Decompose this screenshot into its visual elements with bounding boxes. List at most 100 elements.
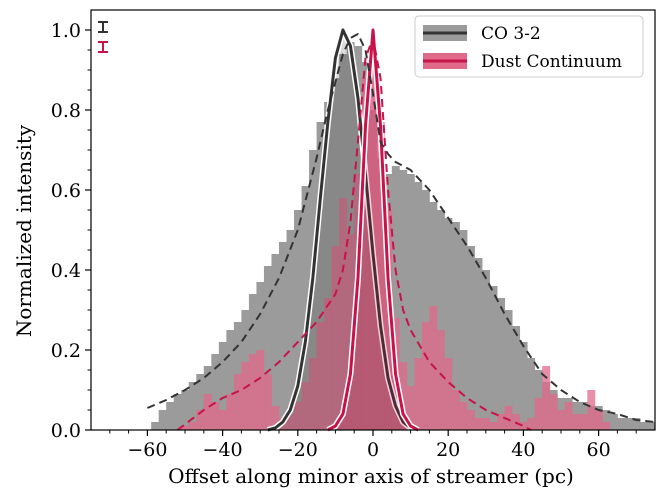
histogram-bar xyxy=(151,422,160,430)
histogram-bar xyxy=(406,174,415,430)
histogram-bar xyxy=(166,402,175,430)
histogram-bar xyxy=(339,198,348,430)
histogram-bar xyxy=(361,78,370,430)
x-tick-label: 20 xyxy=(436,439,460,461)
histogram-bar xyxy=(639,422,648,430)
histogram-bar xyxy=(519,342,528,430)
histogram-bar xyxy=(497,298,505,430)
histogram-bar xyxy=(587,390,596,430)
histogram-bar xyxy=(218,410,227,430)
histogram-bar xyxy=(158,410,167,430)
histogram-bar xyxy=(542,366,551,430)
histogram-bar xyxy=(647,422,656,430)
histogram-bar xyxy=(467,410,475,430)
histogram-bar xyxy=(594,410,603,430)
y-tick-label: 0.4 xyxy=(51,260,81,282)
histogram-bar xyxy=(527,418,536,430)
legend-box xyxy=(414,15,644,78)
histogram-bar xyxy=(436,330,445,430)
histogram-bar xyxy=(218,342,227,430)
histogram-bar xyxy=(512,326,521,430)
histogram-bar xyxy=(489,286,498,430)
histogram-bar xyxy=(579,414,588,430)
histogram-bar xyxy=(331,246,340,430)
x-axis-label: Offset along minor axis of streamer (pc) xyxy=(168,464,574,488)
lines-layer xyxy=(147,27,656,433)
histogram-bar xyxy=(301,186,310,430)
histogram-bar xyxy=(474,258,483,430)
histogram-bar xyxy=(188,422,197,430)
histogram-bar xyxy=(489,422,498,430)
histogram-bar xyxy=(241,362,250,430)
histogram-bar xyxy=(233,374,242,430)
histogram-bar xyxy=(497,414,505,430)
histogram-bar xyxy=(572,414,581,430)
errorbar-layer xyxy=(98,21,108,53)
histogram-bar xyxy=(632,418,641,430)
histogram-bar xyxy=(421,322,430,430)
histogram-bar xyxy=(421,190,430,430)
histogram-bar xyxy=(609,414,618,430)
histogram-bar xyxy=(482,270,490,430)
histogram-bar xyxy=(211,354,220,430)
histogram-bar xyxy=(451,222,460,430)
histogram-bar xyxy=(309,358,317,430)
histogram-bar xyxy=(617,418,626,430)
legend-label-co: CO 3-2 xyxy=(481,24,541,44)
y-tick-label: 0.2 xyxy=(51,340,81,362)
histogram-bar xyxy=(414,358,423,430)
histogram-bar xyxy=(474,418,483,430)
histogram-bar xyxy=(181,390,190,430)
histogram-bar xyxy=(406,386,415,430)
histogram-bar xyxy=(384,210,393,430)
legend: CO 3-2 Dust Continuum xyxy=(414,15,644,78)
beam-profile-fill xyxy=(327,30,419,430)
histogram-bar xyxy=(181,426,190,430)
histogram-bar xyxy=(286,414,295,430)
histogram-bar xyxy=(451,390,460,430)
histogram-bar xyxy=(316,122,325,430)
histogram-bar xyxy=(459,402,468,430)
histogram-bar xyxy=(429,306,438,430)
histogram-bar xyxy=(459,230,468,430)
histogram-bar xyxy=(196,410,205,430)
histogram-bar xyxy=(271,254,280,430)
y-tick-label: 0.0 xyxy=(51,420,81,442)
histogram-bar xyxy=(602,422,611,430)
model-dashed-line xyxy=(147,33,656,423)
x-tick-label: −40 xyxy=(203,439,243,461)
beam-profile-line xyxy=(267,28,419,432)
x-tick-label: 60 xyxy=(587,439,611,461)
histogram-bar xyxy=(316,322,325,430)
model-dashed-line xyxy=(176,37,532,431)
y-tick-label: 0.6 xyxy=(51,180,81,202)
histogram-bar xyxy=(173,394,182,430)
histogram-bar xyxy=(534,398,543,430)
histogram-bar xyxy=(391,166,400,430)
histogram-bar xyxy=(557,410,566,430)
histogram-bar xyxy=(444,358,453,430)
histogram-bar xyxy=(226,394,235,430)
legend-label-dust: Dust Continuum xyxy=(481,52,622,72)
histogram-bar xyxy=(376,122,385,430)
histogram-bar xyxy=(286,230,295,430)
histogram-bar xyxy=(203,394,212,430)
y-tick-label: 1.0 xyxy=(51,20,81,42)
histogram-bar xyxy=(482,418,490,430)
histogram-bar xyxy=(294,210,302,430)
x-tick-label: −60 xyxy=(127,439,167,461)
histogram-bar xyxy=(549,394,558,430)
histogram-bar xyxy=(399,170,408,430)
histogram-bar xyxy=(256,350,265,430)
histogram-bar xyxy=(624,418,633,430)
histogram-bar xyxy=(188,382,197,430)
histogram-bar xyxy=(346,234,355,430)
histogram-bar xyxy=(504,310,513,430)
histogram-bar xyxy=(196,374,205,430)
histogram-bar xyxy=(399,362,408,430)
histogram-bar xyxy=(519,422,528,430)
y-axis-label: Normalized intensity xyxy=(12,124,36,337)
y-tick-label: 0.8 xyxy=(51,100,81,122)
ticks-layer: −60 −40 −20 0 20 40 60 0.0 0.2 0.4 0.6 0.8 1.0 xyxy=(51,20,637,461)
